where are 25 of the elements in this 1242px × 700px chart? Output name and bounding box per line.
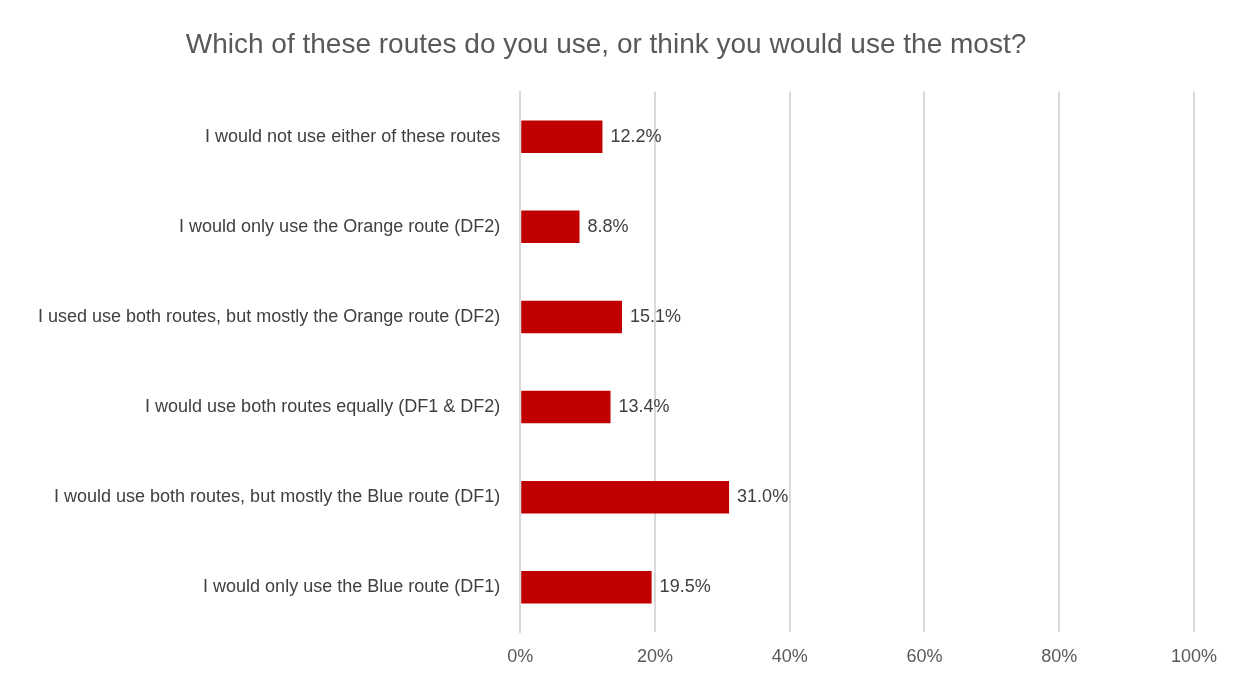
x-tick-label: 80% — [1041, 646, 1078, 667]
data-label: 12.2% — [610, 125, 662, 146]
data-label: 8.8% — [587, 215, 629, 236]
y-tick-label: I would use both routes, but mostly the Blue route (DF1) — [54, 486, 501, 507]
x-tick-label: 20% — [636, 646, 673, 667]
bar — [521, 390, 611, 424]
bar — [521, 210, 580, 244]
x-tick-label: 0% — [507, 646, 534, 667]
y-tick-label: I would use both routes equally (DF1 & DF2) — [145, 396, 501, 417]
bar — [521, 571, 652, 604]
data-label: 19.5% — [659, 576, 711, 597]
y-tick-label: I would only use the Orange route (DF2) — [179, 215, 501, 236]
bar — [521, 300, 622, 334]
data-label: 31.0% — [737, 486, 789, 507]
chart-title: Which of these routes do you use, or think you would use the most? — [185, 27, 1027, 59]
bar — [521, 120, 603, 153]
x-tick-label: 100% — [1170, 646, 1218, 667]
x-tick-label: 40% — [771, 646, 808, 667]
data-label: 13.4% — [618, 396, 670, 417]
y-tick-label: I used use both routes, but mostly the Orange route (DF2) — [38, 305, 501, 326]
data-label: 15.1% — [629, 305, 682, 326]
x-tick-label: 60% — [906, 646, 943, 667]
y-tick-label: I would only use the Blue route (DF1) — [203, 576, 501, 597]
y-tick-label: I would not use either of these routes — [205, 125, 501, 146]
bar — [521, 480, 730, 514]
